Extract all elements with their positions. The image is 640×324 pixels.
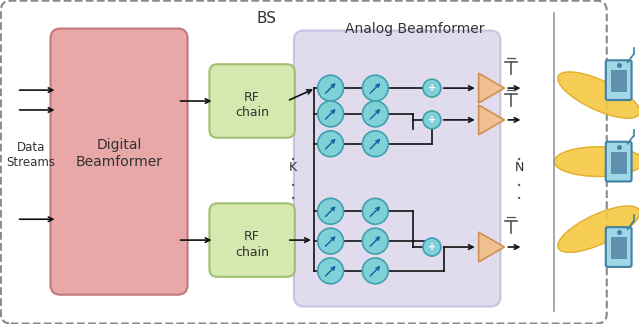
FancyBboxPatch shape: [209, 64, 295, 138]
Circle shape: [423, 79, 441, 97]
FancyBboxPatch shape: [294, 30, 500, 307]
FancyBboxPatch shape: [605, 227, 632, 267]
Bar: [611, 70, 627, 92]
Text: +: +: [428, 83, 436, 93]
Text: Beamformer: Beamformer: [76, 155, 163, 168]
Text: chain: chain: [235, 107, 269, 120]
Polygon shape: [479, 232, 504, 262]
Text: .: .: [516, 184, 522, 203]
Polygon shape: [479, 105, 504, 135]
Text: .: .: [516, 145, 522, 164]
Text: Analog Beamformer: Analog Beamformer: [346, 21, 484, 36]
Circle shape: [362, 75, 388, 101]
FancyBboxPatch shape: [51, 29, 188, 295]
Text: Streams: Streams: [6, 156, 55, 169]
Polygon shape: [479, 73, 504, 103]
Circle shape: [362, 101, 388, 127]
Text: N: N: [515, 161, 524, 174]
Text: RF: RF: [244, 230, 260, 243]
Circle shape: [362, 258, 388, 284]
Bar: [611, 152, 627, 174]
Text: Data: Data: [17, 141, 45, 154]
Text: +: +: [428, 115, 436, 125]
Text: +: +: [428, 242, 436, 252]
Ellipse shape: [554, 147, 640, 177]
Text: .: .: [516, 171, 522, 190]
Bar: [611, 237, 627, 259]
Circle shape: [317, 131, 344, 156]
Text: chain: chain: [235, 246, 269, 259]
Circle shape: [423, 238, 441, 256]
Text: .: .: [290, 171, 296, 190]
Ellipse shape: [558, 72, 640, 118]
Circle shape: [362, 131, 388, 156]
Text: Digital: Digital: [97, 138, 141, 152]
Circle shape: [317, 101, 344, 127]
Text: .: .: [290, 184, 296, 203]
FancyBboxPatch shape: [209, 203, 295, 277]
Circle shape: [317, 75, 344, 101]
Ellipse shape: [558, 206, 640, 252]
Circle shape: [317, 228, 344, 254]
Text: K: K: [289, 161, 297, 174]
Circle shape: [362, 228, 388, 254]
Text: .: .: [290, 145, 296, 164]
FancyBboxPatch shape: [605, 142, 632, 181]
Circle shape: [423, 111, 441, 129]
Text: RF: RF: [244, 90, 260, 104]
Circle shape: [362, 198, 388, 224]
FancyBboxPatch shape: [605, 60, 632, 100]
Circle shape: [317, 258, 344, 284]
Text: BS: BS: [256, 11, 276, 26]
Circle shape: [317, 198, 344, 224]
